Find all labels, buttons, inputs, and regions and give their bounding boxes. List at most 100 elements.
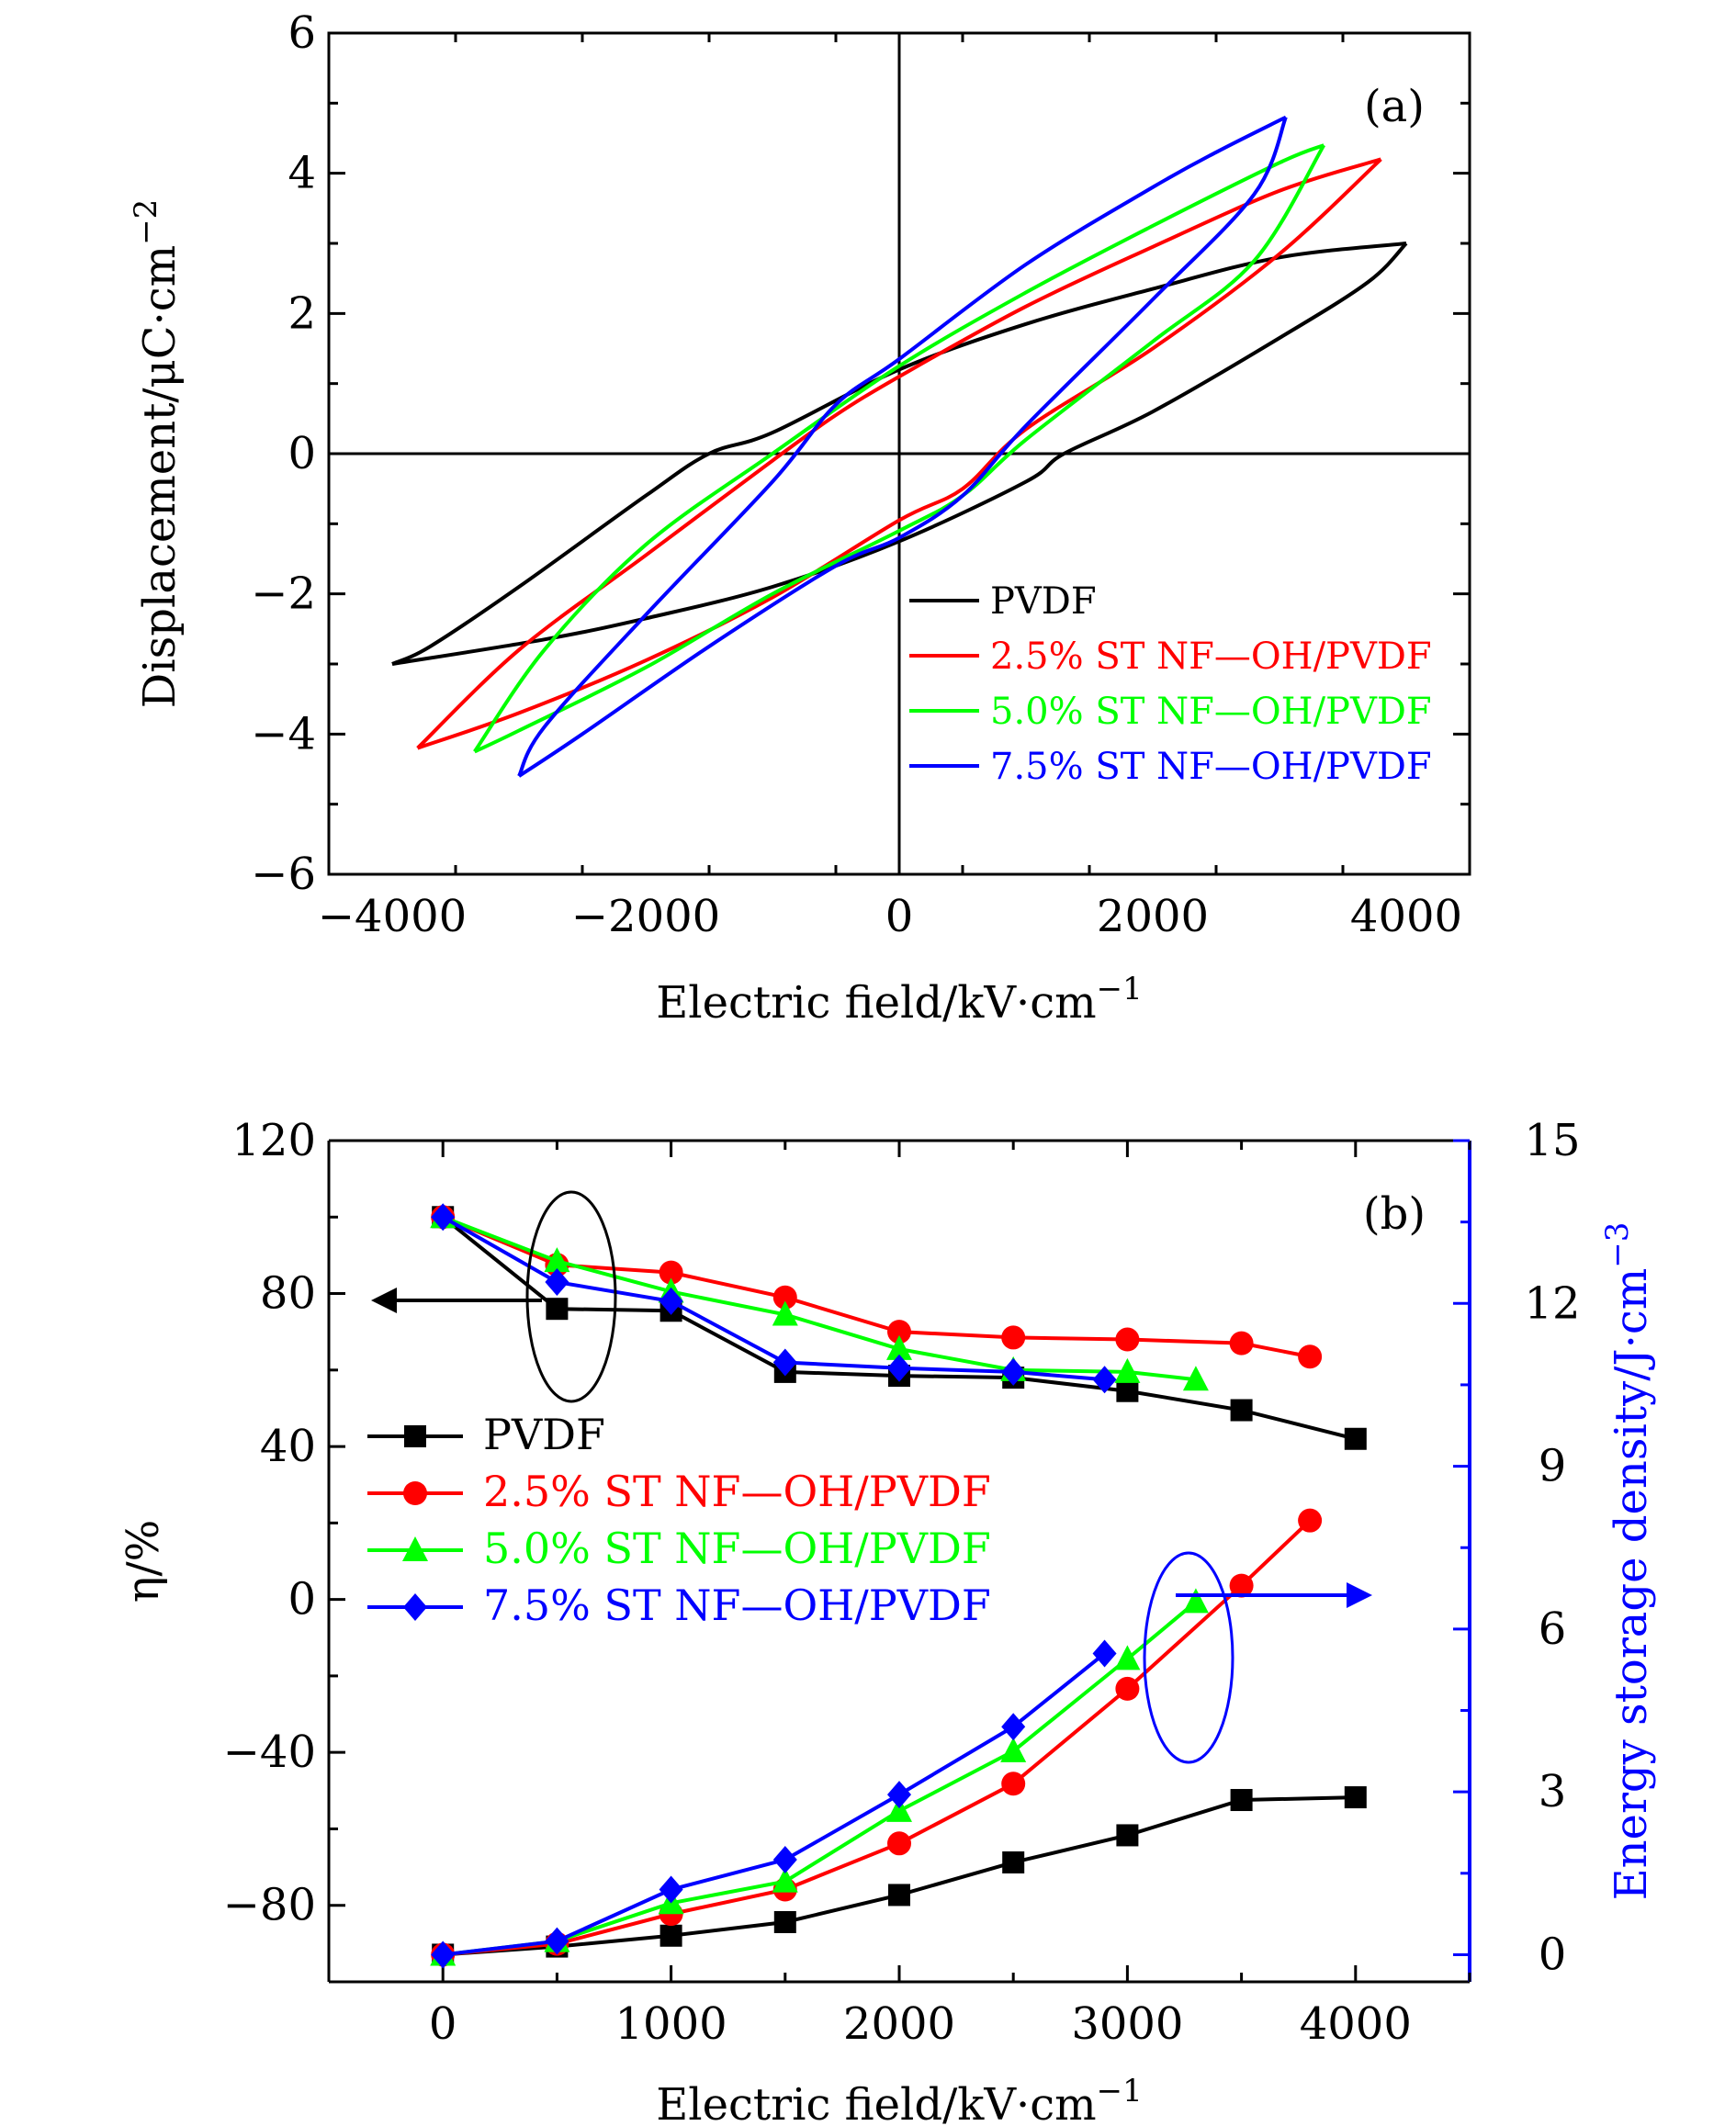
panel-a-ytick-label: 2 — [287, 287, 316, 339]
panel-b-efficiency-ellipse — [525, 1190, 617, 1403]
panel-b-ytick-label-left: 40 — [260, 1421, 316, 1472]
panel-b-ytick-label-left: 120 — [231, 1115, 316, 1166]
panel-a-ytick-label: −6 — [251, 849, 316, 900]
panel-b-energy-marker — [887, 1781, 911, 1809]
panel-a-ytick-label: −4 — [251, 708, 316, 759]
panel-b-efficiency-marker — [544, 1247, 570, 1273]
panel-a-ytick-label: 0 — [287, 428, 316, 479]
panel-b-xtick-label: 3000 — [1071, 1998, 1183, 2050]
panel-b-label: (b) — [1363, 1188, 1426, 1240]
panel-b-legend-marker — [402, 1536, 428, 1561]
panel-b-efficiency-marker — [1344, 1427, 1367, 1450]
panel-b-ytick-label-left: −40 — [223, 1727, 316, 1778]
panel-b-efficiency-marker — [545, 1268, 569, 1297]
panel-b-energy-marker — [772, 1846, 797, 1874]
panel-b-energy-line-2 — [442, 1600, 1198, 1957]
panel-a: −4000 −2000 0 2000 4000 −6 −4 −2 0 2 4 6 (a) PVDF 2.5%… — [251, 7, 1471, 942]
panel-a-loop-0-lower — [391, 242, 1407, 666]
panel-b-xtick-label: 4000 — [1300, 1998, 1412, 2050]
panel-b-efficiency-marker — [1298, 1344, 1323, 1369]
panel-b-efficiency-marker — [772, 1348, 797, 1377]
panel-b-energy-marker — [887, 1831, 911, 1856]
panel-b-efficiency-marker — [1001, 1325, 1026, 1350]
panel-a-loop-1-upper — [416, 157, 1382, 750]
panel-a-loop-2-lower — [473, 143, 1325, 753]
panel-b-efficiency-marker — [546, 1298, 569, 1321]
panel-b-energy-marker — [1002, 1850, 1025, 1873]
panel-b-ytick-label-left: −80 — [223, 1880, 316, 1931]
panel-b-efficiency-marker — [1230, 1399, 1253, 1422]
panel-b-ytick-label-right: 9 — [1539, 1441, 1567, 1492]
panel-b-efficiency-marker — [1229, 1331, 1254, 1355]
panel-b-energy-marker — [659, 1924, 682, 1947]
panel-b-efficiency-line-1 — [442, 1215, 1311, 1359]
panel-b-ytick-label-right: 0 — [1539, 1929, 1567, 1980]
panel-b-energy-marker — [1000, 1737, 1027, 1762]
panel-b-legend-marker — [403, 1481, 427, 1505]
panel-a-xtick-label: 0 — [885, 891, 914, 942]
panel-a-ylabel: Displacement/μC·cm−2 — [128, 199, 186, 708]
panel-a-ytick-label: 4 — [287, 148, 316, 199]
panel-a-loop-2-upper — [473, 144, 1326, 754]
panel-b-efficiency-marker — [1182, 1366, 1209, 1391]
panel-b-efficiency-marker — [887, 1354, 911, 1382]
panel-b-ytick-label-left: 80 — [260, 1268, 316, 1320]
panel-a-xtick-label: −2000 — [571, 891, 720, 942]
panel-a-xlabel: Electric field/kV·cm−1 — [656, 971, 1143, 1029]
panel-b-efficiency-marker — [1115, 1327, 1140, 1352]
panel-a-loop-3-lower — [517, 115, 1287, 778]
panel-a-legend-text: PVDF — [990, 580, 1097, 623]
panel-b-energy-marker — [1344, 1786, 1367, 1809]
panel-b-efficiency-marker — [887, 1320, 911, 1344]
panel-b-energy-marker — [1298, 1508, 1323, 1533]
panel-b-ylabel-right: Energy storage density/J·cm−3 — [1599, 1222, 1657, 1901]
panel-b-legend-marker — [404, 1425, 426, 1447]
panel-b-right-arrow-head — [1347, 1582, 1372, 1608]
panel-b-ytick-label-left: 0 — [287, 1574, 316, 1625]
panel-b-energy-line-3 — [442, 1651, 1106, 1957]
panel-b-ytick-label-right: 15 — [1524, 1115, 1580, 1166]
panel-b-legend-text: PVDF — [483, 1410, 605, 1459]
panel-b-energy-marker — [1115, 1676, 1140, 1701]
panel-b-efficiency-marker — [772, 1300, 798, 1326]
panel-b-legend-text: 2.5% ST NF—OH/PVDF — [483, 1467, 991, 1516]
panel-a-ytick-label: 6 — [287, 7, 316, 59]
panel-b-energy-marker — [772, 1867, 798, 1893]
panel-b-energy-marker — [1229, 1573, 1254, 1598]
panel-a-loop-1-lower — [416, 157, 1381, 750]
panel-a-loop-0-upper — [391, 242, 1408, 666]
panel-b-left-arrow-head — [371, 1288, 397, 1313]
panel-b-energy-marker — [659, 1875, 683, 1904]
panel-b-efficiency-marker — [1001, 1357, 1026, 1386]
panel-b-energy-marker — [773, 1910, 796, 1933]
panel-b-ytick-label-right: 3 — [1539, 1766, 1567, 1817]
panel-a-xtick-label: −4000 — [318, 891, 467, 942]
panel-b-xlabel: Electric field/kV·cm−1 — [656, 2073, 1143, 2126]
panel-b-energy-marker — [1001, 1713, 1026, 1741]
panel-b-legend-text: 5.0% ST NF—OH/PVDF — [483, 1524, 991, 1573]
panel-b-energy-marker — [1182, 1588, 1209, 1614]
panel-a-xtick-label: 4000 — [1350, 891, 1462, 942]
panel-b-efficiency-marker — [659, 1287, 683, 1315]
panel-b-xtick-label: 1000 — [615, 1998, 727, 2050]
panel-b-energy-ellipse — [1143, 1551, 1234, 1764]
panel-b-energy-marker — [1116, 1824, 1139, 1847]
panel-b-energy-marker — [431, 1940, 456, 1969]
panel-a-legend-text: 7.5% ST NF—OH/PVDF — [990, 746, 1432, 788]
panel-a-label: (a) — [1364, 81, 1425, 132]
panel-b-ytick-label-right: 12 — [1524, 1277, 1580, 1329]
panel-b-ytick-label-right: 6 — [1539, 1603, 1567, 1655]
panel-b-efficiency-marker — [431, 1203, 456, 1232]
panel-b-efficiency-marker — [1114, 1357, 1141, 1383]
panel-b-ylabel-left: η/% — [118, 1520, 169, 1603]
panel-b-energy-marker — [1230, 1789, 1253, 1812]
panel-b-energy-marker — [1114, 1645, 1141, 1670]
panel-b-xtick-label: 0 — [429, 1998, 457, 2050]
panel-a-legend-text: 5.0% ST NF—OH/PVDF — [990, 691, 1432, 733]
panel-a-xtick-label: 2000 — [1097, 891, 1209, 942]
panel-b-efficiency-marker — [772, 1285, 797, 1310]
panel-b-energy-marker — [545, 1927, 569, 1955]
panel-b-efficiency-marker — [1116, 1379, 1139, 1402]
panel-a-loop-3-upper — [517, 116, 1288, 778]
